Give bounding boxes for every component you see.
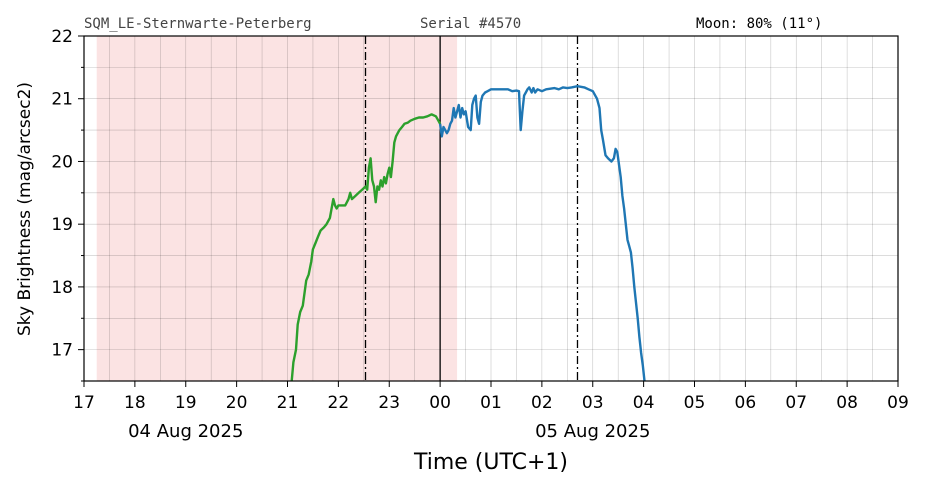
date-label: 05 Aug 2025 <box>535 421 650 442</box>
y-tick-label: 19 <box>51 215 73 235</box>
x-tick-label: 21 <box>277 393 299 413</box>
series-line-1 <box>290 113 442 382</box>
serial-number: Serial #4570 <box>420 16 522 32</box>
y-tick-label: 21 <box>51 90 73 110</box>
grid-layer <box>83 35 899 382</box>
station-name: SQM_LE-Sternwarte-Peterberg <box>84 16 312 32</box>
y-tick-label: 17 <box>51 341 73 361</box>
x-tick-label: 18 <box>124 393 146 413</box>
series-layer <box>290 84 646 382</box>
x-tick-label: 03 <box>582 393 604 413</box>
moon-info: Moon: 80% (11°) <box>696 16 823 32</box>
x-tick-label: 02 <box>531 393 553 413</box>
moon-shading-layer <box>96 36 458 381</box>
x-tick-label: 19 <box>175 393 197 413</box>
x-tick-label: 09 <box>887 393 909 413</box>
y-tick-label: 18 <box>51 278 73 298</box>
x-tick-label: 08 <box>836 393 858 413</box>
x-axis-title: Time (UTC+1) <box>413 450 568 475</box>
x-tick-label: 01 <box>480 393 502 413</box>
moon-up-shading <box>96 36 458 381</box>
x-tick-label: 05 <box>684 393 706 413</box>
x-tick-label: 17 <box>73 393 95 413</box>
x-tick-label: 20 <box>226 393 248 413</box>
x-tick-label: 06 <box>735 393 757 413</box>
x-tick-label: 07 <box>785 393 807 413</box>
x-tick-label: 23 <box>378 393 400 413</box>
axes-layer: 17 18 19 20 21 22 17 18 19 20 21 22 23 00 01 02 03 04 05 06… <box>51 27 908 442</box>
vertical-markers-layer <box>364 36 579 381</box>
x-tick-label: 04 <box>633 393 655 413</box>
series-line-2 <box>438 84 646 382</box>
x-tick-label: 22 <box>328 393 350 413</box>
date-label: 04 Aug 2025 <box>128 421 243 442</box>
x-tick-label: 00 <box>429 393 451 413</box>
y-axis-title: Sky Brightness (mag/arcsec2) <box>15 82 35 336</box>
y-tick-label: 20 <box>51 152 73 172</box>
y-tick-label: 22 <box>51 27 73 47</box>
